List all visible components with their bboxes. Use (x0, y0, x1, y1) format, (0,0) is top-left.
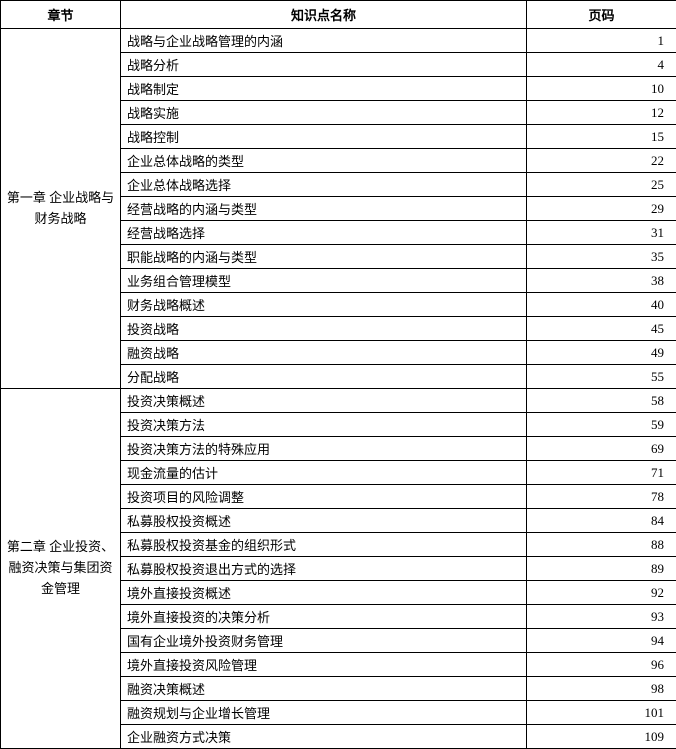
page-cell: 94 (527, 629, 676, 653)
page-cell: 40 (527, 293, 676, 317)
header-row: 章节 知识点名称 页码 (1, 1, 676, 29)
topic-cell: 私募股权投资基金的组织形式 (121, 533, 527, 557)
header-chapter: 章节 (1, 1, 121, 29)
page-cell: 71 (527, 461, 676, 485)
page-cell: 78 (527, 485, 676, 509)
topic-cell: 现金流量的估计 (121, 461, 527, 485)
page-cell: 25 (527, 173, 676, 197)
page-cell: 29 (527, 197, 676, 221)
header-page: 页码 (527, 1, 676, 29)
toc-table: 章节 知识点名称 页码 第一章 企业战略与财务战略战略与企业战略管理的内涵1战略… (0, 0, 676, 749)
page-cell: 69 (527, 437, 676, 461)
table-row: 第一章 企业战略与财务战略战略与企业战略管理的内涵1 (1, 29, 676, 53)
topic-cell: 业务组合管理模型 (121, 269, 527, 293)
topic-cell: 战略制定 (121, 77, 527, 101)
page-cell: 4 (527, 53, 676, 77)
page-cell: 109 (527, 725, 676, 749)
topic-cell: 战略分析 (121, 53, 527, 77)
topic-cell: 财务战略概述 (121, 293, 527, 317)
page-cell: 10 (527, 77, 676, 101)
topic-cell: 境外直接投资风险管理 (121, 653, 527, 677)
chapter-cell: 第一章 企业战略与财务战略 (1, 29, 121, 389)
page-cell: 98 (527, 677, 676, 701)
page-cell: 84 (527, 509, 676, 533)
table-row: 第二章 企业投资、融资决策与集团资金管理投资决策概述58 (1, 389, 676, 413)
toc-body: 第一章 企业战略与财务战略战略与企业战略管理的内涵1战略分析4战略制定10战略实… (1, 29, 676, 749)
page-cell: 59 (527, 413, 676, 437)
page-cell: 31 (527, 221, 676, 245)
topic-cell: 私募股权投资概述 (121, 509, 527, 533)
page-cell: 35 (527, 245, 676, 269)
topic-cell: 企业融资方式决策 (121, 725, 527, 749)
topic-cell: 分配战略 (121, 365, 527, 389)
page-cell: 45 (527, 317, 676, 341)
topic-cell: 战略与企业战略管理的内涵 (121, 29, 527, 53)
topic-cell: 融资规划与企业增长管理 (121, 701, 527, 725)
topic-cell: 境外直接投资概述 (121, 581, 527, 605)
topic-cell: 融资战略 (121, 341, 527, 365)
topic-cell: 经营战略的内涵与类型 (121, 197, 527, 221)
page-cell: 15 (527, 125, 676, 149)
topic-cell: 投资战略 (121, 317, 527, 341)
topic-cell: 职能战略的内涵与类型 (121, 245, 527, 269)
page-cell: 101 (527, 701, 676, 725)
page-cell: 38 (527, 269, 676, 293)
topic-cell: 企业总体战略选择 (121, 173, 527, 197)
topic-cell: 战略控制 (121, 125, 527, 149)
page-cell: 12 (527, 101, 676, 125)
topic-cell: 经营战略选择 (121, 221, 527, 245)
topic-cell: 私募股权投资退出方式的选择 (121, 557, 527, 581)
page-cell: 22 (527, 149, 676, 173)
topic-cell: 境外直接投资的决策分析 (121, 605, 527, 629)
topic-cell: 融资决策概述 (121, 677, 527, 701)
topic-cell: 国有企业境外投资财务管理 (121, 629, 527, 653)
topic-cell: 投资决策方法的特殊应用 (121, 437, 527, 461)
topic-cell: 投资项目的风险调整 (121, 485, 527, 509)
page-cell: 92 (527, 581, 676, 605)
page-cell: 1 (527, 29, 676, 53)
page-cell: 88 (527, 533, 676, 557)
chapter-cell: 第二章 企业投资、融资决策与集团资金管理 (1, 389, 121, 749)
topic-cell: 战略实施 (121, 101, 527, 125)
page-cell: 93 (527, 605, 676, 629)
page-cell: 96 (527, 653, 676, 677)
topic-cell: 投资决策概述 (121, 389, 527, 413)
page-cell: 55 (527, 365, 676, 389)
topic-cell: 投资决策方法 (121, 413, 527, 437)
topic-cell: 企业总体战略的类型 (121, 149, 527, 173)
page-cell: 58 (527, 389, 676, 413)
page-cell: 89 (527, 557, 676, 581)
page-cell: 49 (527, 341, 676, 365)
header-topic: 知识点名称 (121, 1, 527, 29)
